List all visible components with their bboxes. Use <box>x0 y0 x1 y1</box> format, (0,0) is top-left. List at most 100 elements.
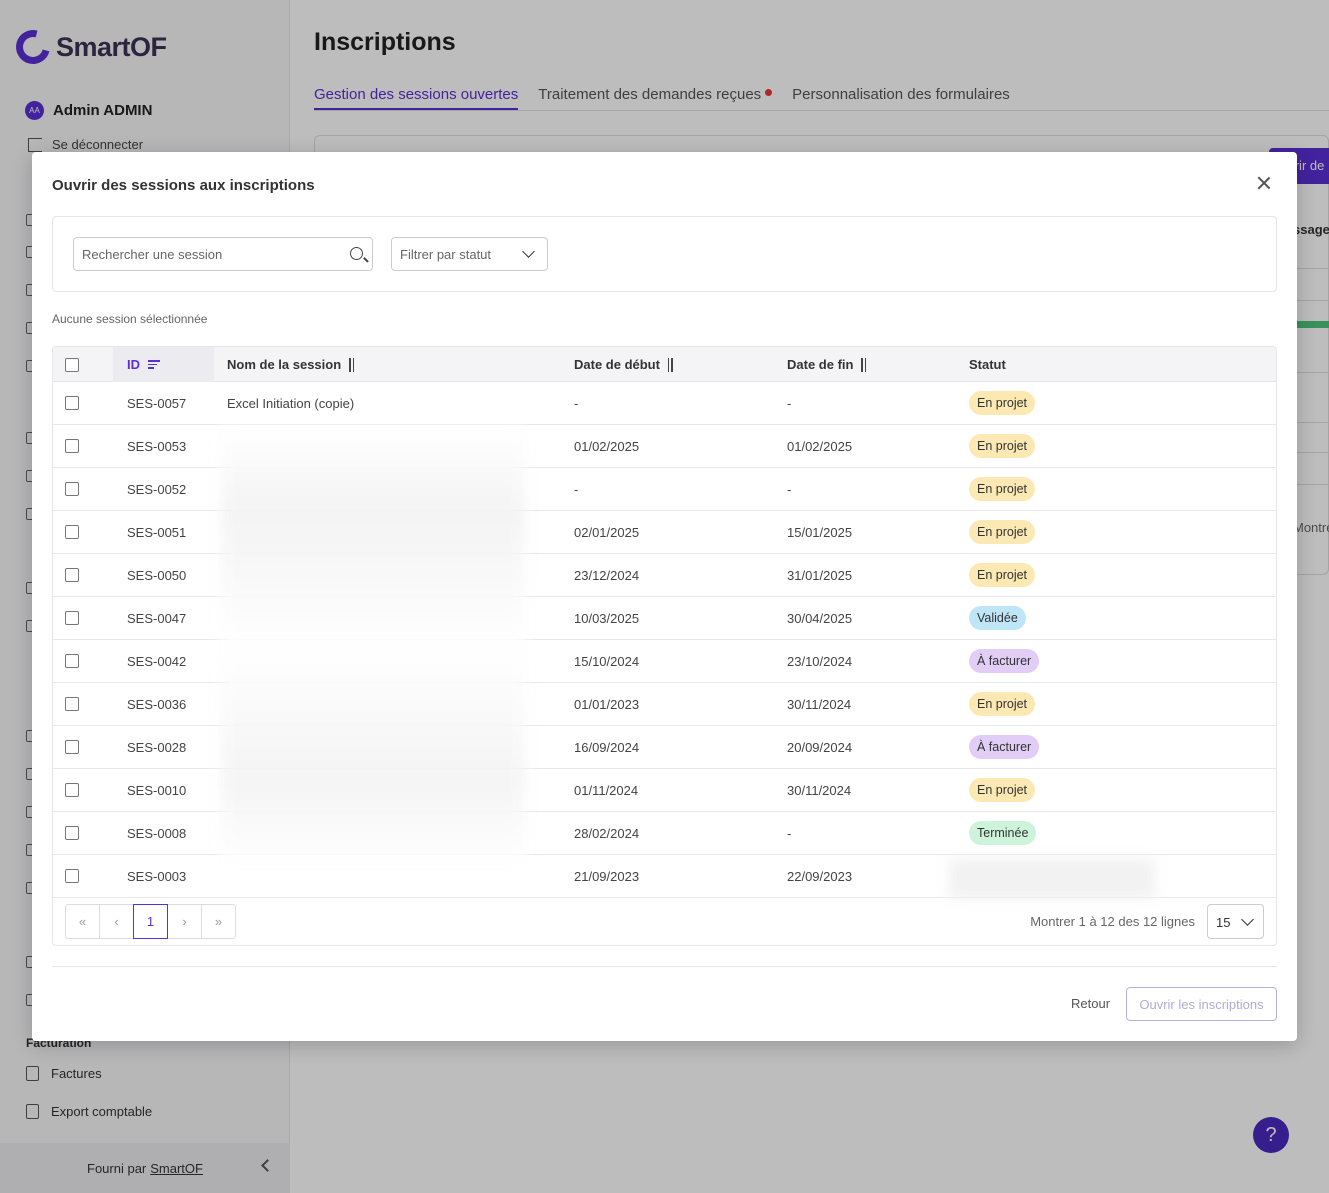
row-checkbox[interactable] <box>65 697 79 711</box>
logout-link[interactable]: Se déconnecter <box>28 137 143 152</box>
table-row[interactable]: SES-0036 01/01/2023 30/11/2024 En projet <box>53 683 1276 726</box>
cell-session-id: SES-0042 <box>127 654 187 669</box>
column-header-id[interactable]: ID <box>127 357 160 372</box>
logo[interactable]: SmartOF <box>9 23 167 71</box>
pagination: « ‹ 1 › » <box>65 904 236 939</box>
cell-session-id: SES-0052 <box>127 482 187 497</box>
first-page-button[interactable]: « <box>65 904 100 939</box>
open-sessions-modal: Ouvrir des sessions aux inscriptions Fil… <box>32 152 1297 1041</box>
tab-form-customization[interactable]: Personnalisation des formulaires <box>792 86 1010 103</box>
sessions-table: ID Nom de la session Date de début Date … <box>52 346 1277 946</box>
table-row[interactable]: SES-0003 21/09/2023 22/09/2023 <box>53 855 1276 898</box>
redacted-area <box>949 859 1155 899</box>
column-header-start-date[interactable]: Date de début <box>574 357 673 372</box>
page-button-current[interactable]: 1 <box>133 904 168 939</box>
table-row[interactable]: SES-0010 01/11/2024 30/11/2024 En projet <box>53 769 1276 812</box>
chevron-down-icon <box>1241 913 1254 926</box>
select-all-checkbox[interactable] <box>65 358 79 372</box>
table-row[interactable]: SES-0051 02/01/2025 15/01/2025 En projet <box>53 511 1276 554</box>
sidebar-item-label: Export comptable <box>51 1104 153 1119</box>
cell-end-date: 22/09/2023 <box>787 869 853 884</box>
table-row[interactable]: SES-0008 28/02/2024 - Terminée <box>53 812 1276 855</box>
column-label: Statut <box>969 357 1006 372</box>
back-button[interactable]: Retour <box>1071 996 1111 1011</box>
table-row[interactable]: SES-0028 16/09/2024 20/09/2024 À facturer <box>53 726 1276 769</box>
page-size-value: 15 <box>1216 915 1231 930</box>
cell-session-id: SES-0050 <box>127 568 187 583</box>
cell-session-id: SES-0057 <box>127 396 187 411</box>
row-checkbox[interactable] <box>65 396 79 410</box>
tab-received-requests[interactable]: Traitement des demandes reçues <box>538 86 773 110</box>
cell-session-name: Excel Initiation (copie) <box>227 396 355 411</box>
last-page-button[interactable]: » <box>201 904 236 939</box>
chevron-down-icon <box>522 245 535 258</box>
row-checkbox[interactable] <box>65 783 79 797</box>
status-badge: En projet <box>969 563 1036 587</box>
page-size-select[interactable]: 15 <box>1207 904 1264 939</box>
cell-start-date: 10/03/2025 <box>574 611 640 626</box>
cell-end-date: - <box>787 396 792 411</box>
next-page-button[interactable]: › <box>167 904 202 939</box>
status-badge: En projet <box>969 778 1036 802</box>
cell-end-date: - <box>787 482 792 497</box>
sidebar-footer: Fourni par SmartOF <box>0 1143 290 1193</box>
cell-end-date: 30/04/2025 <box>787 611 853 626</box>
footer-divider <box>52 966 1277 967</box>
cell-session-id: SES-0051 <box>127 525 187 540</box>
cell-end-date: 15/01/2025 <box>787 525 853 540</box>
column-label: ID <box>127 357 140 372</box>
cell-session-id: SES-0008 <box>127 826 187 841</box>
user-profile[interactable]: AA Admin ADMIN <box>25 101 152 120</box>
column-label: Date de début <box>574 357 660 372</box>
search-input[interactable] <box>74 238 334 270</box>
table-row[interactable]: SES-0047 10/03/2025 30/04/2025 Validée <box>53 597 1276 640</box>
cell-end-date: 30/11/2024 <box>787 697 852 712</box>
column-header-end-date[interactable]: Date de fin <box>787 357 867 372</box>
row-checkbox[interactable] <box>65 439 79 453</box>
row-checkbox[interactable] <box>65 826 79 840</box>
status-filter-select[interactable]: Filtrer par statut <box>391 237 548 271</box>
table-row[interactable]: SES-0053 01/02/2025 01/02/2025 En projet <box>53 425 1276 468</box>
cell-start-date: - <box>574 482 579 497</box>
column-header-name[interactable]: Nom de la session <box>227 357 355 372</box>
table-row[interactable]: SES-0050 23/12/2024 31/01/2025 En projet <box>53 554 1276 597</box>
close-icon[interactable] <box>1255 174 1273 192</box>
help-button[interactable]: ? <box>1253 1117 1289 1153</box>
column-header-status: Statut <box>969 357 1006 372</box>
table-row[interactable]: SES-0042 15/10/2024 23/10/2024 À facturer <box>53 640 1276 683</box>
row-checkbox[interactable] <box>65 525 79 539</box>
status-badge: En projet <box>969 520 1036 544</box>
logo-text: SmartOF <box>56 31 167 62</box>
previous-page-button[interactable]: ‹ <box>99 904 134 939</box>
sidebar-item-accounting-export[interactable]: Export comptable <box>26 1104 152 1119</box>
cell-start-date: 23/12/2024 <box>574 568 640 583</box>
cell-start-date: - <box>574 396 579 411</box>
row-checkbox[interactable] <box>65 869 79 883</box>
cell-session-id: SES-0028 <box>127 740 187 755</box>
cell-start-date: 16/09/2024 <box>574 740 640 755</box>
filter-panel: Filtrer par statut <box>52 216 1277 292</box>
cell-session-id: SES-0047 <box>127 611 187 626</box>
sidebar-item-label: Factures <box>51 1066 102 1081</box>
row-checkbox[interactable] <box>65 482 79 496</box>
cell-end-date: 31/01/2025 <box>787 568 853 583</box>
table-row[interactable]: SES-0057 Excel Initiation (copie) - - En pro… <box>53 382 1276 425</box>
cell-session-id: SES-0053 <box>127 439 187 454</box>
cell-end-date: - <box>787 826 792 841</box>
open-registrations-button[interactable]: Ouvrir les inscriptions <box>1126 987 1277 1021</box>
status-badge: En projet <box>969 692 1036 716</box>
tab-open-sessions[interactable]: Gestion des sessions ouvertes <box>314 86 519 110</box>
column-label: Date de fin <box>787 357 854 372</box>
footer-link[interactable]: SmartOF <box>150 1160 203 1176</box>
sidebar-item-invoices[interactable]: Factures <box>26 1066 102 1081</box>
row-checkbox[interactable] <box>65 611 79 625</box>
status-badge: En projet <box>969 477 1036 501</box>
tabs: Gestion des sessions ouvertes Traitement… <box>314 86 1329 111</box>
row-checkbox[interactable] <box>65 568 79 582</box>
search-icon[interactable] <box>350 247 363 260</box>
row-checkbox[interactable] <box>65 654 79 668</box>
table-row[interactable]: SES-0052 - - En projet <box>53 468 1276 511</box>
sort-icon <box>349 357 355 372</box>
row-checkbox[interactable] <box>65 740 79 754</box>
sort-icon <box>667 357 673 372</box>
